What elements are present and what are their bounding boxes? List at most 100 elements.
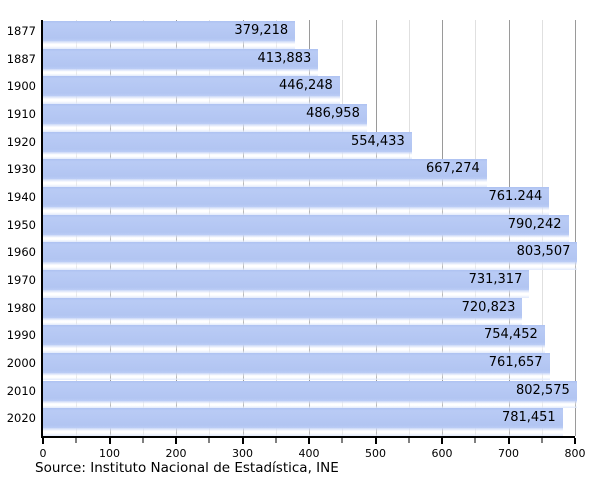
x-axis-tick-label: 300 xyxy=(232,447,254,460)
chart-row: 1940 761.244 xyxy=(7,186,595,215)
bar-wrap: 802,575 xyxy=(43,380,577,409)
bar: 667,274 xyxy=(43,159,487,180)
bar-glow xyxy=(43,151,412,160)
bar-glow xyxy=(43,41,296,49)
bar-value-label: 802,575 xyxy=(515,382,570,398)
x-axis-major-tick xyxy=(308,438,311,444)
plot-area: 1877 379,218 1887 413,883 1900 446,248 1910 486… xyxy=(7,20,595,460)
chart-row: 2010 802,575 xyxy=(7,380,595,409)
bar: 486,958 xyxy=(43,103,367,124)
bar: 802,575 xyxy=(43,380,577,401)
bars-container: 1877 379,218 1887 413,883 1900 446,248 1910 486… xyxy=(7,20,595,436)
bar-wrap: 803,507 xyxy=(43,242,578,270)
chart-row: 1930 667,274 xyxy=(7,159,595,187)
bar-wrap: 667,274 xyxy=(43,159,487,187)
chart-row: 2020 781,451 xyxy=(7,408,595,436)
bar-glow xyxy=(43,317,523,326)
bar-glow xyxy=(43,68,319,77)
bar-value-label: 379,218 xyxy=(234,23,289,38)
bar-wrap: 446,248 xyxy=(43,76,340,104)
bar-glow xyxy=(43,206,550,215)
bar: 781,451 xyxy=(43,408,563,429)
x-axis-tick-label: 800 xyxy=(564,447,586,460)
y-axis-label: 1940 xyxy=(6,189,36,204)
x-axis-ticks xyxy=(42,438,595,445)
bar-value-label: 761.244 xyxy=(488,188,543,204)
bar-wrap: 720,823 xyxy=(43,297,523,326)
y-axis-label: 1887 xyxy=(6,51,36,66)
y-axis-label: 1930 xyxy=(6,162,36,177)
bar-glow xyxy=(43,345,545,353)
bar: 554,433 xyxy=(43,131,412,152)
bar-value-label: 554,433 xyxy=(350,133,405,149)
chart-row: 1877 379,218 xyxy=(7,21,595,49)
source-caption: Source: Instituto Nacional de Estadístic… xyxy=(35,460,339,476)
bar-wrap: 761,657 xyxy=(43,352,550,381)
x-axis-major-tick xyxy=(241,438,244,444)
bar: 720,823 xyxy=(43,297,523,318)
x-axis-major-tick xyxy=(108,438,111,444)
y-axis-label: 2000 xyxy=(6,355,36,370)
chart-row: 1990 754,452 xyxy=(7,325,595,353)
major-gridline xyxy=(575,20,577,436)
bar-glow xyxy=(43,262,578,270)
bar-glow xyxy=(43,96,340,104)
bar-wrap: 781,451 xyxy=(43,408,563,436)
x-axis-tick-label: 400 xyxy=(298,447,320,460)
bar-wrap: 731,317 xyxy=(43,269,530,298)
bar-value-label: 803,507 xyxy=(516,244,571,260)
bar: 803,507 xyxy=(43,242,578,263)
bar-value-label: 754,452 xyxy=(483,327,538,343)
x-axis-minor-tick xyxy=(541,438,543,443)
x-axis-tick-label: 600 xyxy=(431,447,453,460)
bar-value-label: 667,274 xyxy=(426,161,480,177)
y-axis-label: 1980 xyxy=(6,300,36,315)
x-axis-major-tick xyxy=(175,438,177,444)
chart-row: 2000 761,657 xyxy=(7,352,595,381)
bar-glow xyxy=(43,234,569,243)
x-axis-major-tick xyxy=(574,438,577,444)
x-axis-minor-tick xyxy=(75,438,77,443)
x-axis-minor-tick xyxy=(208,438,210,443)
chart-row: 1950 790,242 xyxy=(7,214,595,243)
bar-wrap: 413,883 xyxy=(43,48,319,77)
x-axis-major-tick xyxy=(42,438,44,444)
x-axis-tick-label: 700 xyxy=(498,447,520,460)
x-axis-tick-label: 100 xyxy=(99,447,120,460)
y-axis-label: 2020 xyxy=(6,411,36,426)
y-axis-label: 1900 xyxy=(6,79,36,94)
bar: 379,218 xyxy=(43,21,296,41)
bar-value-label: 790,242 xyxy=(507,216,562,232)
x-axis-minor-tick xyxy=(275,438,277,443)
x-axis-minor-tick xyxy=(142,438,144,443)
y-axis-line xyxy=(41,20,43,438)
bar-glow xyxy=(43,372,550,381)
bar-glow xyxy=(43,400,577,409)
bar-wrap: 486,958 xyxy=(43,103,367,132)
y-axis-label: 1950 xyxy=(6,217,36,232)
chart-row: 1910 486,958 xyxy=(7,103,595,132)
y-axis-label: 1920 xyxy=(6,134,36,149)
bar-glow xyxy=(43,123,367,132)
y-axis-label: 2010 xyxy=(6,383,36,398)
bar-value-label: 446,248 xyxy=(279,78,333,94)
bar-value-label: 486,958 xyxy=(306,105,360,121)
bar-wrap: 554,433 xyxy=(43,131,412,160)
bar: 790,242 xyxy=(43,214,569,235)
bar: 413,883 xyxy=(43,48,319,69)
chart-row: 1900 446,248 xyxy=(7,76,595,104)
bar-value-label: 720,823 xyxy=(461,299,516,315)
bar-glow xyxy=(43,179,487,187)
bar-value-label: 781,451 xyxy=(501,410,556,426)
x-axis-major-tick xyxy=(374,438,377,444)
x-axis-tick-label: 0 xyxy=(39,447,47,460)
x-axis-minor-tick xyxy=(408,438,410,443)
y-axis-label: 1990 xyxy=(6,328,36,343)
x-axis-major-tick xyxy=(441,438,444,444)
chart-row: 1960 803,507 xyxy=(7,242,595,270)
bar-glow xyxy=(43,428,563,436)
bar-wrap: 379,218 xyxy=(43,21,296,49)
bar: 446,248 xyxy=(43,76,340,97)
chart-row: 1980 720,823 xyxy=(7,297,595,326)
